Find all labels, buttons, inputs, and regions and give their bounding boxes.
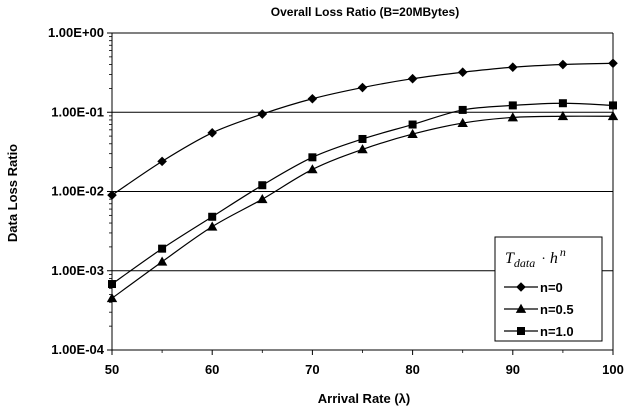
data-point (357, 144, 368, 154)
data-point (307, 93, 318, 104)
y-tick-label: 1.00E-03 (51, 263, 104, 278)
y-tick-label: 1.00E+00 (48, 25, 104, 40)
data-point (507, 112, 518, 122)
legend-swatch-marker (515, 303, 527, 313)
series-n-0 (107, 58, 618, 200)
legend-entry: n=1.0 (504, 324, 574, 339)
data-point (156, 256, 168, 266)
data-point (106, 293, 118, 303)
x-tick-label: 50 (105, 362, 119, 377)
y-axis-label: Data Loss Ratio (5, 144, 20, 242)
legend-label: n=0.5 (540, 302, 574, 317)
data-point (207, 128, 217, 138)
data-point (407, 128, 418, 139)
y-tick-label: 1.00E-04 (51, 342, 105, 357)
legend-label: n=1.0 (540, 324, 574, 339)
x-tick-label: 90 (506, 362, 520, 377)
data-point (108, 280, 116, 289)
data-point (508, 62, 518, 73)
legend: Tdata · h n n=0 n=0.5 n=1.0 (494, 236, 603, 342)
data-point (457, 67, 468, 78)
x-tick-label: 60 (205, 362, 219, 377)
data-point (308, 153, 317, 162)
series-group (106, 58, 619, 303)
legend-title: Tdata · h n (505, 245, 566, 270)
legend-entry: n=0.5 (504, 302, 574, 317)
data-point (558, 59, 568, 70)
data-point (557, 111, 569, 121)
chart-title: Overall Loss Ratio (B=20MBytes) (271, 5, 459, 19)
y-tick-label: 1.00E-02 (51, 184, 104, 199)
x-tick-label: 70 (305, 362, 319, 377)
data-point (407, 73, 418, 84)
data-point (257, 109, 268, 119)
data-point (608, 58, 618, 69)
data-point (107, 190, 117, 200)
data-point (207, 221, 218, 231)
x-tick-label: 80 (405, 362, 419, 377)
data-point (258, 181, 267, 190)
series-n-1-0 (108, 99, 617, 289)
data-point (458, 105, 467, 114)
legend-swatch-marker (517, 327, 525, 335)
axes: 1.00E-04 1.00E-03 1.00E-02 1.00E-01 1.00E+00… (48, 25, 624, 377)
series-n-0-5 (106, 111, 619, 303)
data-point (457, 117, 468, 127)
data-point (157, 156, 167, 167)
data-point (357, 82, 368, 93)
data-point (307, 164, 318, 174)
x-tick-label: 100 (602, 362, 624, 377)
legend-box (494, 236, 603, 342)
legend-label: n=0 (540, 280, 563, 295)
y-tick-label: 1.00E-01 (51, 104, 104, 119)
data-point (558, 99, 567, 108)
legend-swatch-marker (516, 282, 526, 292)
x-axis-label: Arrival Rate (λ) (318, 391, 410, 406)
data-point (508, 101, 517, 110)
data-point (609, 101, 617, 110)
data-point (408, 120, 417, 129)
data-point (257, 193, 268, 204)
data-point (607, 111, 619, 121)
data-point (358, 134, 367, 143)
legend-entry: n=0 (504, 280, 563, 295)
data-point (208, 212, 217, 221)
data-point (158, 244, 167, 253)
